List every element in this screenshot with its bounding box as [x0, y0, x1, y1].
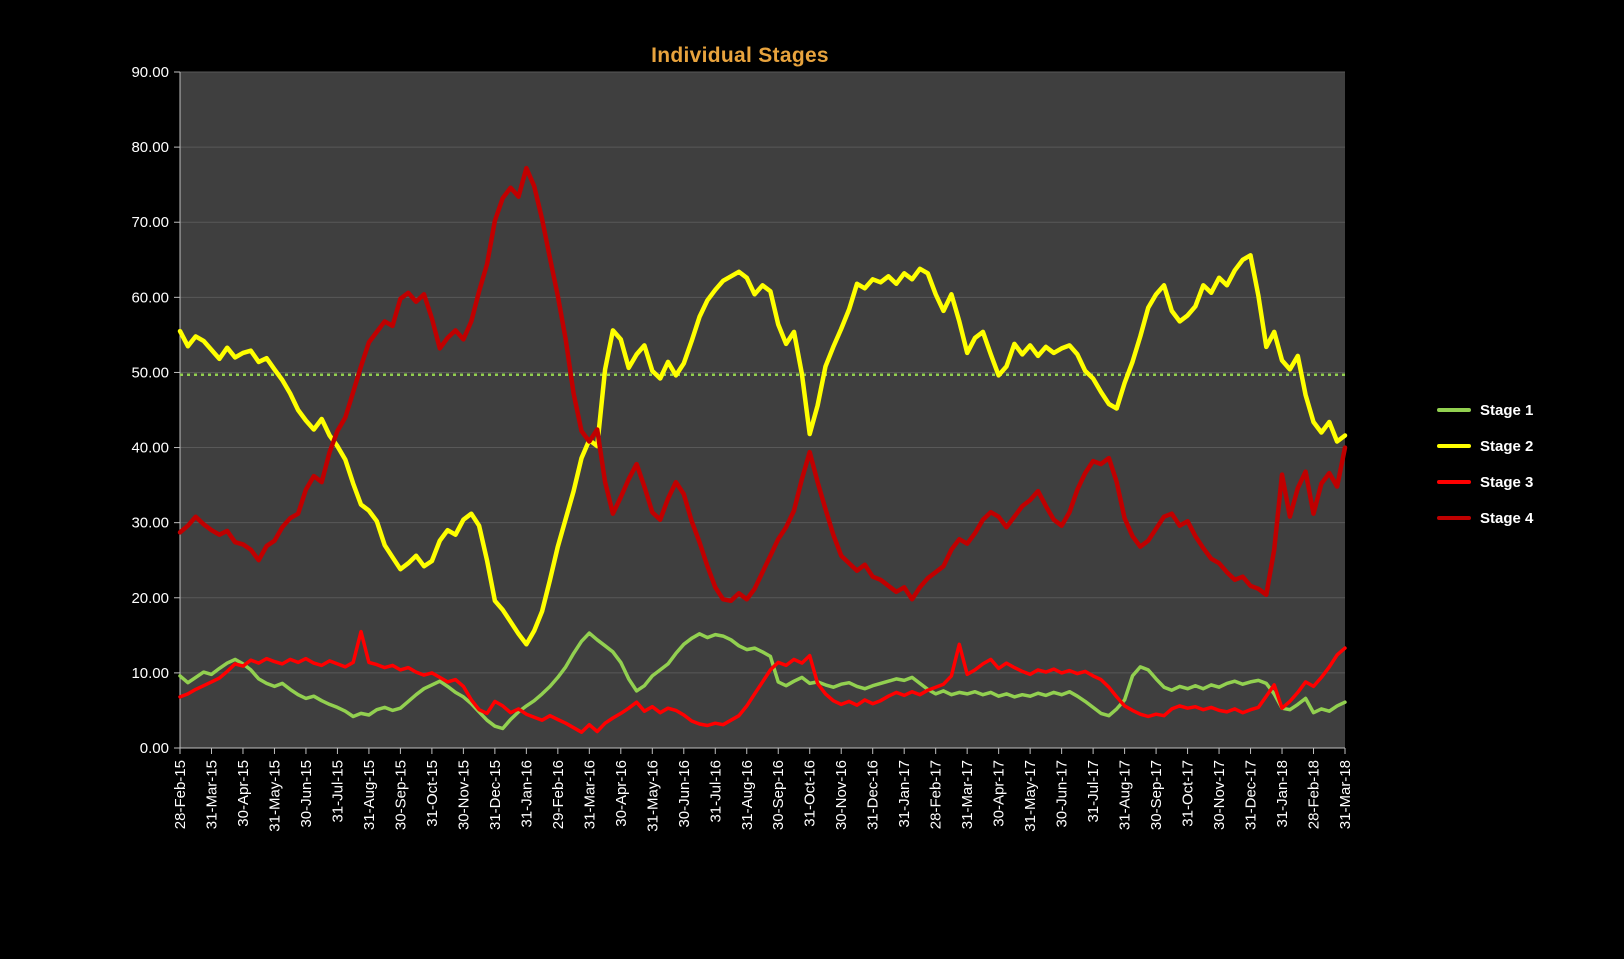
y-tick-label: 20.00 [131, 590, 169, 607]
x-axis-labels: 28-Feb-15 31-Mar-15 30-Apr-15 31-May-15 30-J… [172, 748, 1354, 832]
y-tick-label: 30.00 [131, 515, 169, 532]
x-tick-label: 29-Feb-16 [550, 760, 567, 829]
x-tick-label: 31-Mar-18 [1337, 760, 1354, 829]
series-line-stage-3 [178, 629, 1347, 734]
x-tick-label: 30-Sep-16 [770, 760, 787, 830]
legend-item-stage-4: Stage 4 [1437, 500, 1533, 536]
legend-swatch-stage-4 [1437, 516, 1471, 520]
x-tick-label: 31-Aug-16 [739, 760, 756, 830]
x-tick-label: 31-Jul-17 [1085, 760, 1102, 823]
legend-label: Stage 2 [1480, 437, 1534, 455]
x-tick-label: 30-Jun-17 [1054, 760, 1071, 828]
x-tick-label: 31-Jul-15 [329, 760, 346, 823]
y-tick-label: 40.00 [131, 440, 169, 457]
x-tick-label: 30-Sep-15 [392, 760, 409, 830]
x-tick-label: 31-Dec-16 [865, 760, 882, 830]
x-tick-label: 30-Sep-17 [1148, 760, 1165, 830]
x-tick-label: 31-Aug-17 [1117, 760, 1134, 830]
chart-title: Individual Stages [651, 44, 829, 67]
plot-area [180, 72, 1345, 748]
x-tick-label: 31-Oct-17 [1180, 760, 1197, 827]
x-tick-label: 28-Feb-17 [928, 760, 945, 829]
legend-swatch-stage-1 [1437, 408, 1471, 412]
legend-label: Stage 4 [1480, 509, 1534, 527]
series-line-stage-1 [178, 631, 1347, 731]
legend-label: Stage 1 [1480, 401, 1534, 419]
x-tick-label: 30-Jun-15 [298, 760, 315, 828]
x-tick-label: 31-Jan-16 [518, 760, 535, 828]
y-tick-label: 10.00 [131, 665, 169, 682]
x-tick-label: 30-Nov-15 [455, 760, 472, 830]
y-tick-label: 80.00 [131, 139, 169, 156]
y-tick-label: 90.00 [131, 64, 169, 81]
series-line-stage-4 [177, 165, 1348, 604]
legend-swatch-stage-3 [1437, 480, 1471, 484]
x-tick-label: 31-Dec-15 [487, 760, 504, 830]
series-line-stage-2 [177, 253, 1348, 647]
y-gridlines [174, 71, 1345, 749]
x-tick-label: 31-Dec-17 [1243, 760, 1260, 830]
x-tick-label: 31-Mar-16 [581, 760, 598, 829]
y-tick-label: 70.00 [131, 214, 169, 231]
y-axis-labels: 0.00 10.00 20.00 30.00 40.00 50.00 60.00 70.00 8… [131, 64, 169, 757]
x-tick-label: 30-Jun-16 [676, 760, 693, 828]
x-tick-label: 31-Mar-17 [959, 760, 976, 829]
x-tick-label: 28-Feb-15 [172, 760, 189, 829]
x-tick-label: 28-Feb-18 [1306, 760, 1323, 829]
x-tick-label: 31-Oct-15 [424, 760, 441, 827]
x-tick-label: 31-Oct-16 [802, 760, 819, 827]
x-tick-label: 31-May-15 [266, 760, 283, 832]
x-tick-label: 30-Apr-17 [991, 760, 1008, 827]
y-tick-label: 50.00 [131, 364, 169, 381]
legend-item-stage-3: Stage 3 [1437, 464, 1533, 500]
chart-legend: Stage 1 Stage 2 Stage 3 Stage 4 [1437, 392, 1533, 536]
x-tick-label: 31-Aug-15 [361, 760, 378, 830]
x-tick-label: 31-May-17 [1022, 760, 1039, 832]
x-tick-label: 31-Jul-16 [707, 760, 724, 823]
x-tick-label: 31-Jan-17 [896, 760, 913, 828]
x-tick-label: 30-Apr-15 [235, 760, 252, 827]
legend-item-stage-2: Stage 2 [1437, 428, 1533, 464]
y-tick-label: 0.00 [140, 740, 169, 757]
legend-item-stage-1: Stage 1 [1437, 392, 1533, 428]
x-tick-label: 31-Mar-15 [203, 760, 220, 829]
y-tick-label: 60.00 [131, 289, 169, 306]
x-tick-label: 30-Apr-16 [613, 760, 630, 827]
legend-swatch-stage-2 [1437, 444, 1471, 448]
x-tick-label: 31-May-16 [644, 760, 661, 832]
x-tick-label: 30-Nov-16 [833, 760, 850, 830]
x-tick-label: 31-Jan-18 [1274, 760, 1291, 828]
x-tick-label: 30-Nov-17 [1211, 760, 1228, 830]
legend-label: Stage 3 [1480, 473, 1534, 491]
